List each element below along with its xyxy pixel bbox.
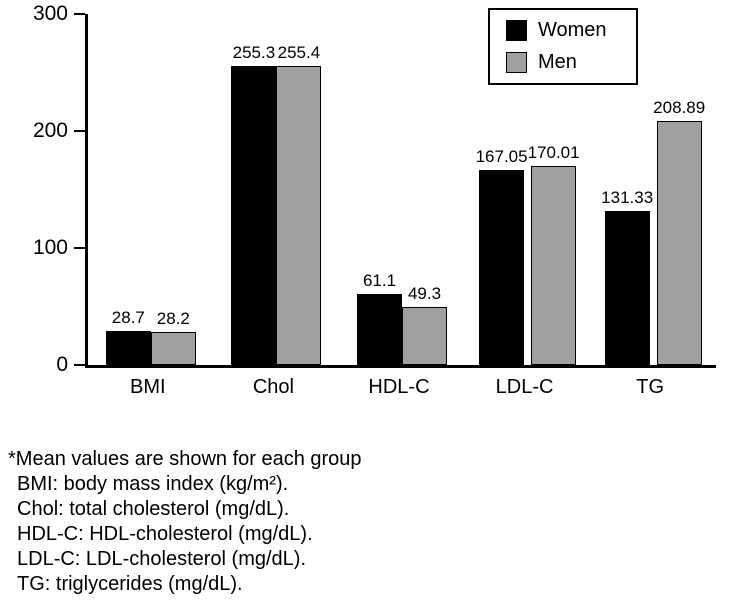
men-bar — [150, 332, 196, 365]
bar-value-label: 28.7 — [111, 308, 145, 328]
x-axis-label: Chol — [252, 376, 294, 398]
men-bar — [276, 66, 322, 365]
bar-column: 28.2 — [150, 309, 196, 365]
women-bar — [231, 66, 277, 365]
women-bar — [105, 331, 151, 365]
bar-value-label: 255.4 — [277, 43, 321, 63]
men-bar — [531, 166, 577, 365]
bar-group-bmi: 28.7 28.2 — [88, 14, 214, 365]
bar-column: 61.1 — [356, 270, 402, 365]
bar-column: 255.4 — [276, 43, 322, 365]
bar-column: 49.3 — [401, 284, 447, 365]
bar-value-label: 167.05 — [475, 146, 528, 166]
bar-group-ldl-c: 167.05 170.01 — [465, 14, 591, 365]
bar-value-label: 28.2 — [156, 309, 190, 329]
footnote-line: BMI: body mass index (kg/m²). — [17, 473, 289, 495]
bar-value-label: 131.33 — [601, 188, 654, 208]
legend-label-women: Women — [538, 19, 607, 41]
bar-group-hdl-c: 61.1 49.3 — [339, 14, 465, 365]
y-tick-label: 300 — [32, 2, 68, 25]
y-axis-tick-marks — [74, 13, 85, 366]
footnote-line: TG: triglycerides (mg/dL). — [17, 573, 243, 595]
x-axis-label: LDL-C — [495, 376, 554, 398]
plot-area: 28.7 28.2 255.3 255.4 61.1 49.3 167.05 170.01 13… — [85, 14, 716, 368]
y-tick-label: 0 — [56, 353, 68, 376]
bar-column: 208.89 — [653, 98, 705, 365]
y-tick-mark — [74, 130, 85, 132]
x-axis-label: HDL-C — [368, 376, 430, 398]
x-axis-label: TG — [636, 376, 665, 398]
women-bar — [479, 169, 525, 365]
legend-item-men: Men — [506, 51, 636, 74]
x-axis-labels: BMI Chol HDL-C LDL-C TG — [85, 376, 713, 399]
men-bar — [656, 120, 702, 365]
bar-value-label: 170.01 — [527, 143, 580, 163]
bar-column: 131.33 — [601, 188, 653, 365]
women-bar — [356, 293, 402, 365]
y-tick-label: 100 — [32, 236, 68, 259]
y-tick-mark — [74, 13, 85, 15]
bar-group-tg: 131.33 208.89 — [590, 14, 716, 365]
men-bar — [401, 307, 447, 365]
bar-column: 167.05 — [476, 147, 528, 365]
y-axis-labels: 0 100 200 300 — [0, 2, 78, 376]
bar-value-label: 208.89 — [653, 97, 706, 117]
bar-group-chol: 255.3 255.4 — [214, 14, 340, 365]
footnote-line: LDL-C: LDL-cholesterol (mg/dL). — [17, 548, 306, 570]
footnote-line: *Mean values are shown for each group — [8, 448, 362, 470]
bar-column: 170.01 — [528, 143, 580, 365]
footnote-line: HDL-C: HDL-cholesterol (mg/dL). — [17, 523, 313, 545]
legend-label-men: Men — [538, 51, 577, 73]
bar-value-label: 61.1 — [362, 270, 397, 290]
y-tick-mark — [74, 247, 85, 249]
women-bar — [604, 211, 650, 365]
women-color-swatch — [506, 20, 527, 41]
bar-column: 255.3 — [231, 43, 277, 365]
legend-item-women: Women — [506, 19, 636, 42]
x-axis-label: BMI — [130, 376, 166, 398]
bar-value-label: 49.3 — [407, 284, 442, 304]
y-tick-label: 200 — [32, 119, 68, 142]
y-tick-mark — [74, 364, 85, 366]
bar-value-label: 255.3 — [232, 43, 276, 63]
footnotes: *Mean values are shown for each group BMI… — [8, 447, 362, 597]
bar-column: 28.7 — [105, 308, 151, 365]
men-color-swatch — [506, 52, 527, 73]
footnote-line: Chol: total cholesterol (mg/dL). — [17, 498, 290, 520]
legend: Women Men — [488, 8, 638, 85]
